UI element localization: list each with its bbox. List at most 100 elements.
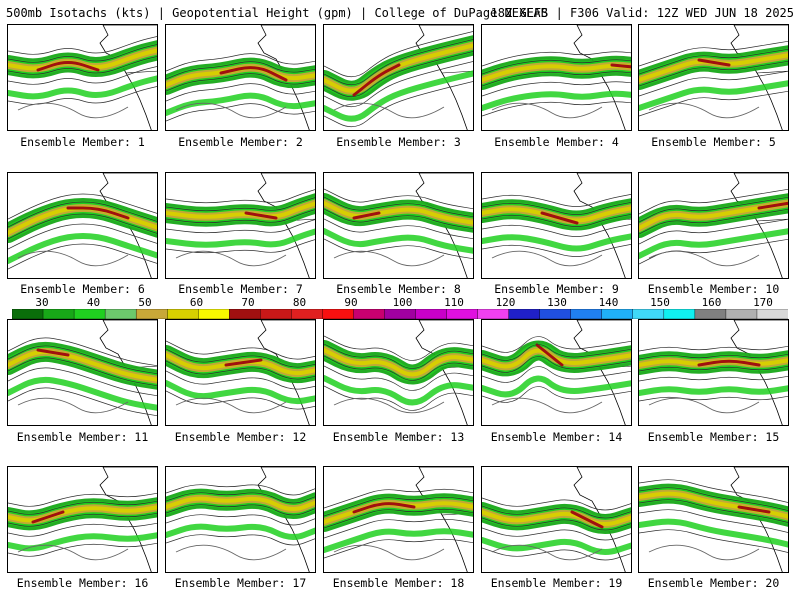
height-contour — [482, 71, 631, 87]
coastline — [257, 173, 315, 278]
height-contour — [166, 73, 315, 92]
isotach-band-secondary — [8, 75, 157, 100]
ensemble-member-label: Ensemble Member: 4 — [494, 135, 619, 149]
isotach-band-secondary — [482, 90, 631, 111]
height-contour — [482, 51, 631, 67]
height-contour — [639, 188, 788, 215]
height-contour-south — [333, 544, 445, 561]
height-contour — [324, 496, 473, 517]
jet-core — [224, 358, 263, 367]
height-contour — [482, 214, 631, 227]
ensemble-map-15 — [639, 320, 788, 425]
coastline — [730, 467, 788, 572]
colorbar-swatch — [508, 309, 541, 319]
height-contour — [482, 356, 631, 373]
coastline — [257, 467, 315, 572]
ensemble-panel-12 — [165, 319, 316, 426]
border-line — [125, 70, 157, 74]
height-contour-south — [648, 250, 760, 267]
colorbar-swatch — [539, 309, 572, 319]
ensemble-panel-14 — [481, 319, 632, 426]
isotach-band-secondary — [482, 375, 631, 398]
ensemble-member-label: Ensemble Member: 14 — [490, 430, 623, 444]
jet-core — [36, 348, 70, 357]
height-contour — [639, 238, 788, 265]
colorbar-tick-label: 120 — [495, 296, 516, 309]
ensemble-member-label: Ensemble Member: 12 — [174, 430, 307, 444]
ensemble-panel-4 — [481, 24, 632, 131]
isotach-band-3 — [8, 505, 157, 523]
ensemble-map-8 — [324, 173, 473, 278]
isotach-band-secondary — [166, 228, 315, 248]
height-contour — [324, 218, 473, 240]
colorbar-tick-label: 40 — [86, 296, 101, 309]
ensemble-panel-13 — [323, 319, 474, 426]
height-contour-south — [333, 102, 445, 119]
ensemble-map-13 — [324, 320, 473, 425]
height-contour — [8, 44, 157, 63]
jet-core — [352, 211, 381, 220]
isotach-band-secondary — [639, 518, 788, 548]
height-contour — [8, 357, 157, 387]
ensemble-member-label: Ensemble Member: 2 — [178, 135, 303, 149]
coastline — [730, 320, 788, 425]
isotach-band-secondary — [482, 233, 631, 252]
isotach-band-secondary — [166, 523, 315, 540]
ensemble-member-label: Ensemble Member: 20 — [647, 576, 780, 590]
ensemble-map-2 — [166, 25, 315, 130]
ensemble-panel-1 — [7, 24, 158, 131]
height-contour — [166, 370, 315, 390]
ensemble-map-12 — [166, 320, 315, 425]
colorbar-swatch — [322, 309, 355, 319]
height-contour — [324, 61, 473, 108]
jet-core — [535, 343, 564, 367]
height-contour — [639, 70, 788, 97]
coastline — [730, 25, 788, 130]
height-contour — [639, 353, 788, 360]
ensemble-member-label: Ensemble Member: 10 — [647, 282, 780, 296]
ensemble-member-label: Ensemble Member: 15 — [647, 430, 780, 444]
height-contour — [166, 61, 315, 80]
height-contour — [639, 365, 788, 372]
ensemble-member-label: Ensemble Member: 5 — [651, 135, 776, 149]
colorbar-tick-label: 150 — [650, 296, 670, 309]
isotach-band-secondary — [8, 232, 157, 264]
ensemble-member-label: Ensemble Member: 1 — [20, 135, 145, 149]
height-contour — [8, 66, 157, 85]
height-contour-south — [491, 397, 603, 414]
height-contour — [482, 497, 631, 511]
height-contour — [482, 344, 631, 361]
height-contour — [639, 345, 788, 352]
height-contour — [324, 518, 473, 539]
ensemble-map-7 — [166, 173, 315, 278]
height-contour — [166, 514, 315, 526]
colorbar-tick-label: 130 — [547, 296, 567, 309]
isotach-band-secondary — [324, 528, 473, 553]
isotach-band-3 — [324, 201, 473, 225]
height-contour-south — [17, 397, 129, 414]
height-contour — [8, 201, 157, 228]
height-contour — [482, 505, 631, 519]
ensemble-map-16 — [8, 467, 157, 572]
ensemble-member-label: Ensemble Member: 17 — [174, 576, 307, 590]
height-contour — [324, 81, 473, 128]
ensemble-map-18 — [324, 467, 473, 572]
height-contour-south — [491, 544, 603, 561]
height-contour — [8, 512, 157, 527]
jet-core — [757, 201, 788, 210]
ensemble-map-17 — [166, 467, 315, 572]
jet-core — [31, 510, 65, 524]
coastline — [573, 173, 631, 278]
height-contour — [8, 500, 157, 515]
height-contour — [639, 218, 788, 245]
height-contour — [482, 547, 631, 561]
ensemble-member-label: Ensemble Member: 3 — [336, 135, 461, 149]
ensemble-member-label: Ensemble Member: 8 — [336, 282, 461, 296]
height-contour — [166, 219, 315, 234]
height-contour — [8, 337, 157, 367]
colorbar-legend: 30 40 50 60 70 80 90 100 110 120 130 140 150 160 170 — [12, 297, 788, 319]
coastline — [573, 25, 631, 130]
isotach-band-secondary — [166, 380, 315, 405]
jet-core — [219, 66, 288, 82]
height-contour — [166, 239, 315, 254]
